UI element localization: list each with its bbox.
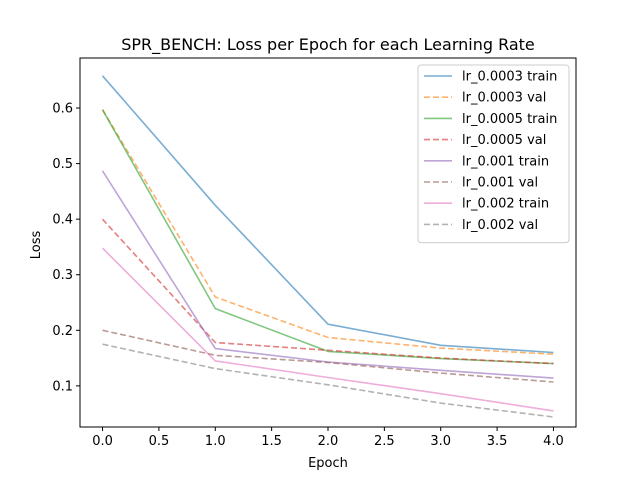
x-axis-ticks: 0.0 0.5 1.0 1.5 2.0 2.5 3.0 3.5 4.0 xyxy=(92,427,564,449)
legend-label: lr_0.001 val xyxy=(462,176,538,191)
legend-label: lr_0.0005 train xyxy=(462,112,557,127)
x-tick-label: 0.5 xyxy=(149,434,170,449)
x-tick-label: 0.0 xyxy=(92,434,113,449)
series-line-lr-0-0003-train xyxy=(101,75,554,354)
x-tick-label: 3.0 xyxy=(430,434,451,449)
y-tick-label: 0.1 xyxy=(52,379,73,394)
x-tick-label: 2.0 xyxy=(318,434,339,449)
series-line-lr-0-0005-train xyxy=(101,109,554,365)
series-line-lr-0-002-train xyxy=(101,247,554,412)
y-tick-label: 0.6 xyxy=(52,102,73,117)
series-lines xyxy=(101,75,554,418)
y-tick-label: 0.4 xyxy=(52,213,73,228)
y-tick-label: 0.5 xyxy=(52,157,73,172)
y-tick-label: 0.2 xyxy=(52,324,73,339)
legend-label: lr_0.001 train xyxy=(462,154,549,169)
x-tick-label: 2.5 xyxy=(374,434,395,449)
x-tick-label: 4.0 xyxy=(543,434,564,449)
x-tick-label: 3.5 xyxy=(487,434,508,449)
plot-frame xyxy=(79,57,577,428)
chart-title: SPR_BENCH: Loss per Epoch for each Learn… xyxy=(121,35,535,55)
legend-label: lr_0.0003 val xyxy=(462,91,546,106)
legend-label: lr_0.0005 val xyxy=(462,133,546,148)
legend: lr_0.0003 train lr_0.0003 val lr_0.0005 tr… xyxy=(417,64,570,244)
y-tick-label: 0.3 xyxy=(52,268,73,283)
x-tick-label: 1.5 xyxy=(261,434,282,449)
legend-label: lr_0.0003 train xyxy=(462,70,557,85)
legend-box xyxy=(417,64,570,244)
y-axis-ticks: 0.1 0.2 0.3 0.4 0.5 0.6 xyxy=(52,102,80,394)
y-axis-label: Loss xyxy=(29,231,44,260)
x-axis-label: Epoch xyxy=(308,456,348,471)
x-tick-label: 1.0 xyxy=(205,434,226,449)
series-line-lr-0-001-val xyxy=(102,329,554,383)
series-line-lr-0-0005-val xyxy=(101,218,554,365)
series-line-lr-0-002-val xyxy=(102,343,554,418)
legend-label: lr_0.002 val xyxy=(462,218,538,233)
series-line-lr-0-0003-val xyxy=(101,109,554,355)
legend-label: lr_0.002 train xyxy=(462,197,549,212)
